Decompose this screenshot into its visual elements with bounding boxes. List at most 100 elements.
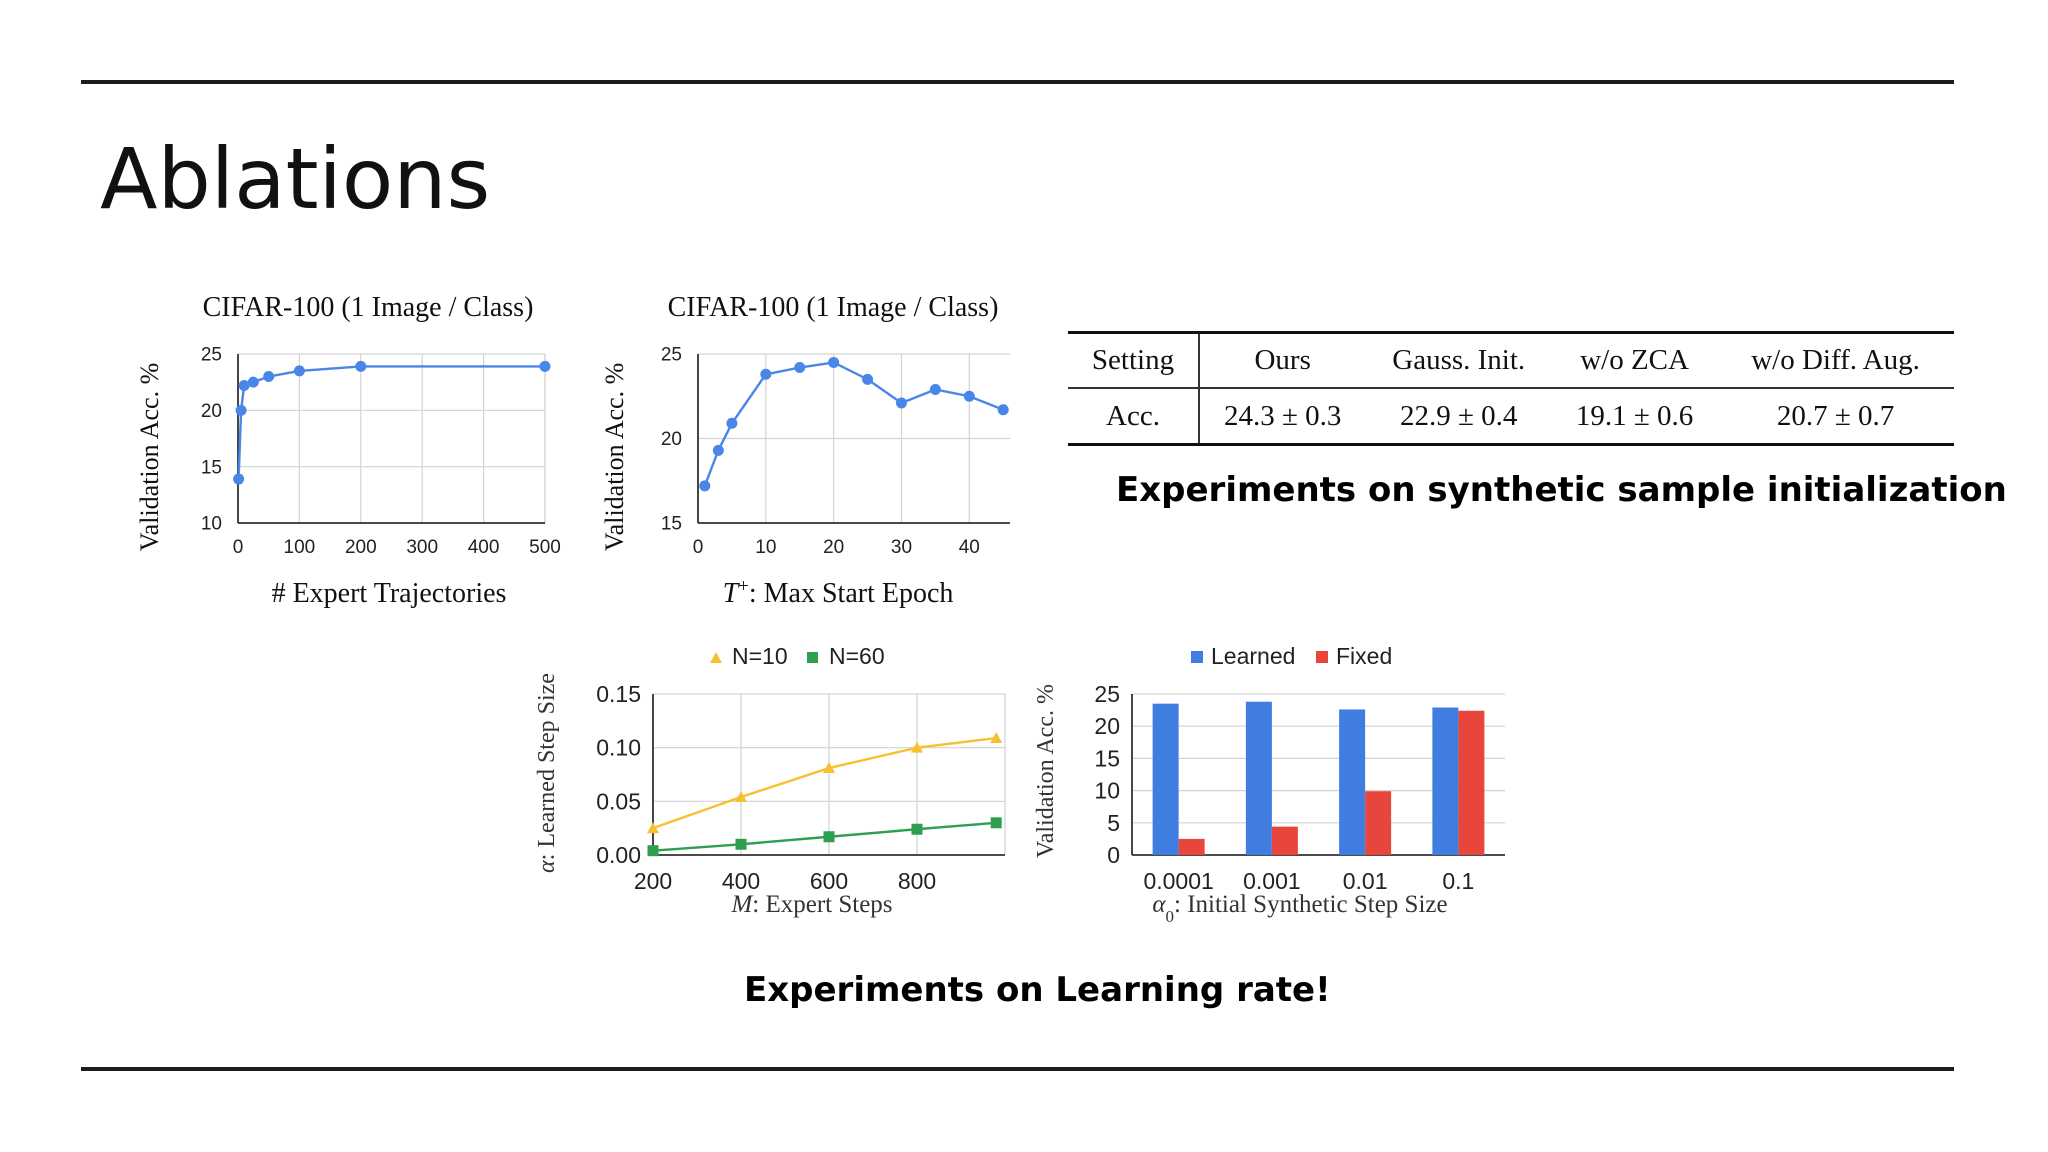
y-tick-label: 0.10 [596,735,641,761]
x-axis-label: # Expert Trajectories [272,578,507,609]
data-point [990,732,1003,744]
x-tick-label: 200 [634,868,672,894]
x-axis-sup: + [738,576,749,597]
data-point [823,762,835,774]
y-tick-label: 5 [1107,810,1120,836]
table-header-cell: Setting [1068,332,1200,389]
x-tick-label: 400 [722,868,760,894]
chart-learned-step-size: N=10 N=60 200 400 600 800 0.00 0.05 0.10 0.15 M:… [534,643,1006,918]
chart-title: CIFAR-100 (1 Image / Class) [668,292,999,323]
chart-expert-trajectories: CIFAR-100 (1 Image / Class) 0 100 200 300 40… [135,292,561,609]
data-point [647,822,659,834]
y-axis-label: α: Learned Step Size [534,673,560,873]
slide-title: Ablations [100,130,491,228]
bar-learned [1339,709,1366,855]
x-tick-label: 800 [898,868,936,894]
data-point [735,838,747,850]
x-axis-sub: 0 [1166,907,1175,926]
x-tick-label: 0.0001 [1143,868,1213,894]
legend-marker [1316,651,1328,663]
series-line [652,736,997,830]
table-row: Acc. 24.3 ± 0.3 22.9 ± 0.4 19.1 ± 0.6 20… [1068,388,1954,445]
data-point [828,356,840,368]
x-tick-label: 400 [468,537,500,558]
table-header-row: Setting Ours Gauss. Init. w/o ZCA w/o Di… [1068,332,1954,389]
x-tick-label: 0.1 [1442,868,1474,894]
data-point [712,444,724,456]
legend-marker [710,652,722,663]
bar-fixed [1458,710,1485,855]
x-axis-label: M: Expert Steps [730,891,892,918]
data-point [997,404,1009,416]
x-tick-label: 0 [233,537,244,558]
data-point [990,817,1002,829]
bar-learned [1152,703,1179,855]
table-header-cell: w/o ZCA [1552,332,1718,389]
x-tick-label: 300 [406,537,438,558]
y-tick-label: 20 [1094,713,1120,739]
y-tick-label: 10 [201,514,222,535]
y-tick-label: 25 [661,345,682,366]
caption-learning-rate: Experiments on Learning rate! [744,970,1331,1010]
series-line [237,365,545,480]
data-point [963,390,975,402]
x-tick-label: 10 [755,537,776,558]
x-tick-label: 0 [693,537,704,558]
bar-fixed [1178,838,1205,855]
data-point [862,373,874,385]
y-tick-label: 20 [661,429,682,450]
legend-marker [807,652,818,663]
data-point [647,845,659,857]
x-axis-label: T+: Max Start Epoch [723,576,954,610]
data-point [293,365,305,377]
x-tick-label: 30 [891,537,912,558]
x-axis-text: : Initial Synthetic Step Size [1174,891,1448,918]
data-point [726,417,738,429]
x-axis-symbol: α [1152,891,1166,918]
legend-label: N=60 [829,643,885,669]
data-point [929,383,941,395]
legend-marker [1191,651,1203,663]
y-axis-text: : Learned Step Size [534,673,560,860]
chart-max-start-epoch: CIFAR-100 (1 Image / Class) 0 10 20 30 40 15 2… [600,292,1010,610]
x-axis-text: : Expert Steps [752,891,892,918]
x-axis-text: : Max Start Epoch [749,578,954,609]
x-axis-label: α0: Initial Synthetic Step Size [1152,891,1447,926]
caption-initialization: Experiments on synthetic sample initiali… [1116,470,2007,510]
x-tick-label: 500 [529,537,561,558]
x-tick-label: 100 [284,537,316,558]
table-cell: 24.3 ± 0.3 [1223,399,1342,432]
results-table: Setting Ours Gauss. Init. w/o ZCA w/o Di… [1068,331,1954,446]
x-tick-label: 0.01 [1343,868,1388,894]
table-cell: 20.7 ± 0.7 [1776,399,1895,432]
y-axis-label: Validation Acc. % [135,363,164,551]
y-axis-label: Validation Acc. % [600,363,629,551]
table-cell: Acc. [1068,388,1200,445]
table-header-cell: w/o Diff. Aug. [1717,332,1954,389]
x-axis-symbol: M [730,891,753,918]
data-point [235,404,247,416]
data-point [895,397,907,409]
x-tick-label: 0.001 [1243,868,1301,894]
series-line [703,361,1004,487]
y-tick-label: 25 [1094,681,1120,707]
table-header-cell: Ours [1199,332,1366,389]
x-axis-symbol: T [723,578,741,609]
y-tick-label: 25 [201,345,222,366]
legend-label: Learned [1211,643,1295,669]
bar-learned [1432,707,1459,855]
data-point [355,360,367,372]
table-cell: 22.9 ± 0.4 [1400,399,1518,432]
x-tick-label: 20 [823,537,844,558]
y-axis-label: Validation Acc. % [1033,684,1059,858]
data-point [539,360,551,372]
table-header-cell: Gauss. Init. [1365,332,1553,389]
data-point [699,480,711,492]
y-tick-label: 0.00 [596,842,641,868]
table-cell: 19.1 ± 0.6 [1575,399,1694,432]
data-point [911,823,923,835]
chart-title: CIFAR-100 (1 Image / Class) [203,292,534,323]
data-point [794,362,806,374]
x-tick-label: 600 [810,868,848,894]
legend-label: Fixed [1336,643,1392,669]
